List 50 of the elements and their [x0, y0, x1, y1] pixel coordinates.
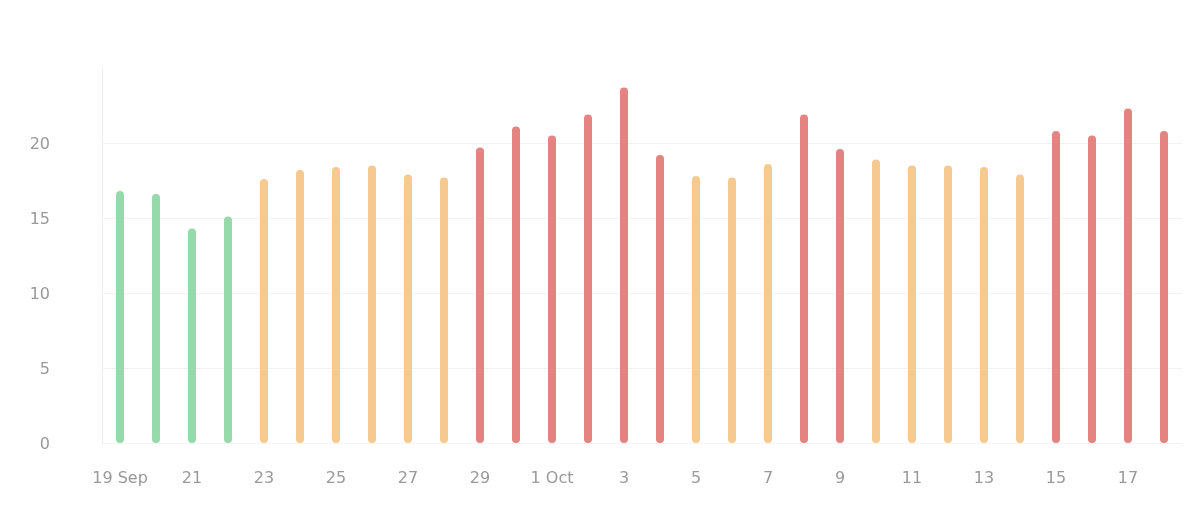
y-tick-label: 20 [29, 133, 50, 153]
x-tick-label: 27 [397, 467, 419, 487]
x-tick-label: 11 [901, 467, 923, 487]
bar [944, 165, 952, 443]
bar [908, 165, 916, 443]
bar [224, 216, 232, 443]
x-tick-label: 9 [834, 467, 846, 487]
x-tick-label: 25 [325, 467, 347, 487]
bar [548, 135, 556, 443]
bar [584, 114, 592, 443]
bar [692, 176, 700, 443]
bar [260, 179, 268, 443]
bar [1124, 108, 1132, 443]
x-tick-label: 13 [973, 467, 995, 487]
bar [116, 191, 124, 443]
x-tick-label: 17 [1117, 467, 1139, 487]
x-tick-label: 21 [181, 467, 203, 487]
x-tick-label: 19 Sep [92, 467, 148, 487]
y-tick-label: 5 [39, 358, 50, 378]
bar [476, 147, 484, 443]
x-tick-label: 3 [618, 467, 630, 487]
bar [1160, 131, 1168, 443]
bar [1088, 135, 1096, 443]
bar [296, 170, 304, 443]
x-tick-label: 7 [762, 467, 774, 487]
x-tick-label: 5 [690, 467, 702, 487]
x-tick-label: 1 Oct [530, 467, 574, 487]
bar [152, 194, 160, 443]
bar [980, 167, 988, 443]
bar [332, 167, 340, 443]
bar [800, 114, 808, 443]
y-tick-label: 15 [29, 208, 50, 228]
bar [368, 165, 376, 443]
bar [728, 177, 736, 443]
x-tick-label: 29 [469, 467, 491, 487]
bar [872, 159, 880, 443]
y-tick-label: 0 [39, 433, 50, 453]
bar [620, 87, 628, 443]
bar [836, 149, 844, 443]
bar [764, 164, 772, 443]
bar [512, 126, 520, 443]
y-tick-label: 10 [29, 283, 50, 303]
bar [1016, 174, 1024, 443]
bar [404, 174, 412, 443]
bar [1052, 131, 1060, 443]
bar [440, 177, 448, 443]
bar [188, 228, 196, 443]
bar [656, 155, 664, 443]
x-tick-label: 23 [253, 467, 275, 487]
x-tick-label: 15 [1045, 467, 1067, 487]
